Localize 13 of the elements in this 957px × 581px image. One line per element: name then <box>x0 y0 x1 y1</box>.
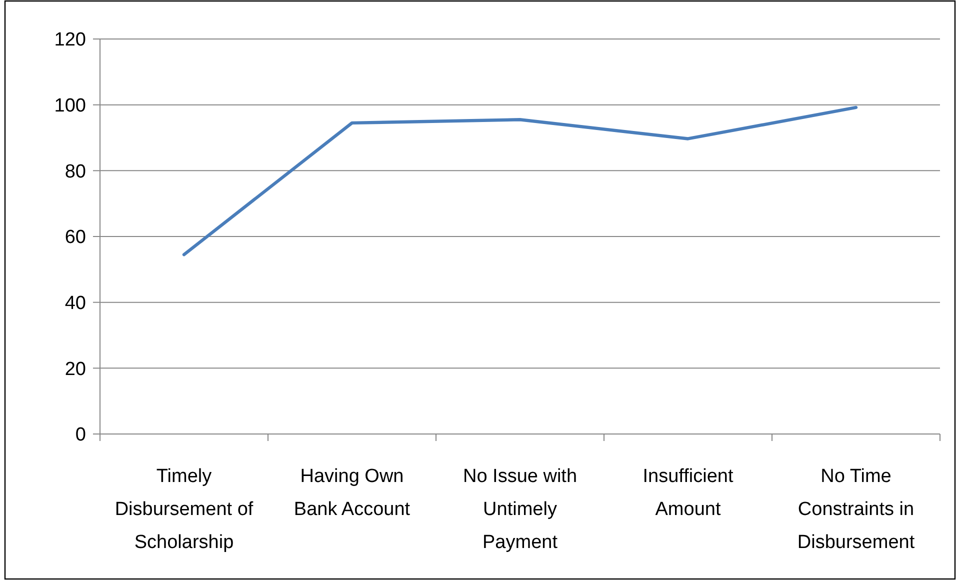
y-tick-label: 80 <box>64 161 86 182</box>
y-tick-label: 60 <box>64 227 86 248</box>
y-tick-label: 100 <box>54 95 86 116</box>
x-tick-label: Having Own Bank Account <box>294 466 411 520</box>
x-tick-label: Insufficient Amount <box>642 466 734 520</box>
y-tick-label: 20 <box>64 358 86 380</box>
y-tick-label: 0 <box>75 424 86 446</box>
x-tick-label: Timely Disbursement of Scholarship <box>114 466 254 553</box>
x-tick-label: No Time Constraints in Disbursement <box>797 466 916 553</box>
line-series <box>182 106 858 256</box>
x-tick-label: No Issue with Untimely Payment <box>462 466 578 553</box>
y-tick-label: 40 <box>64 292 86 314</box>
y-tick-label: 120 <box>54 30 86 51</box>
